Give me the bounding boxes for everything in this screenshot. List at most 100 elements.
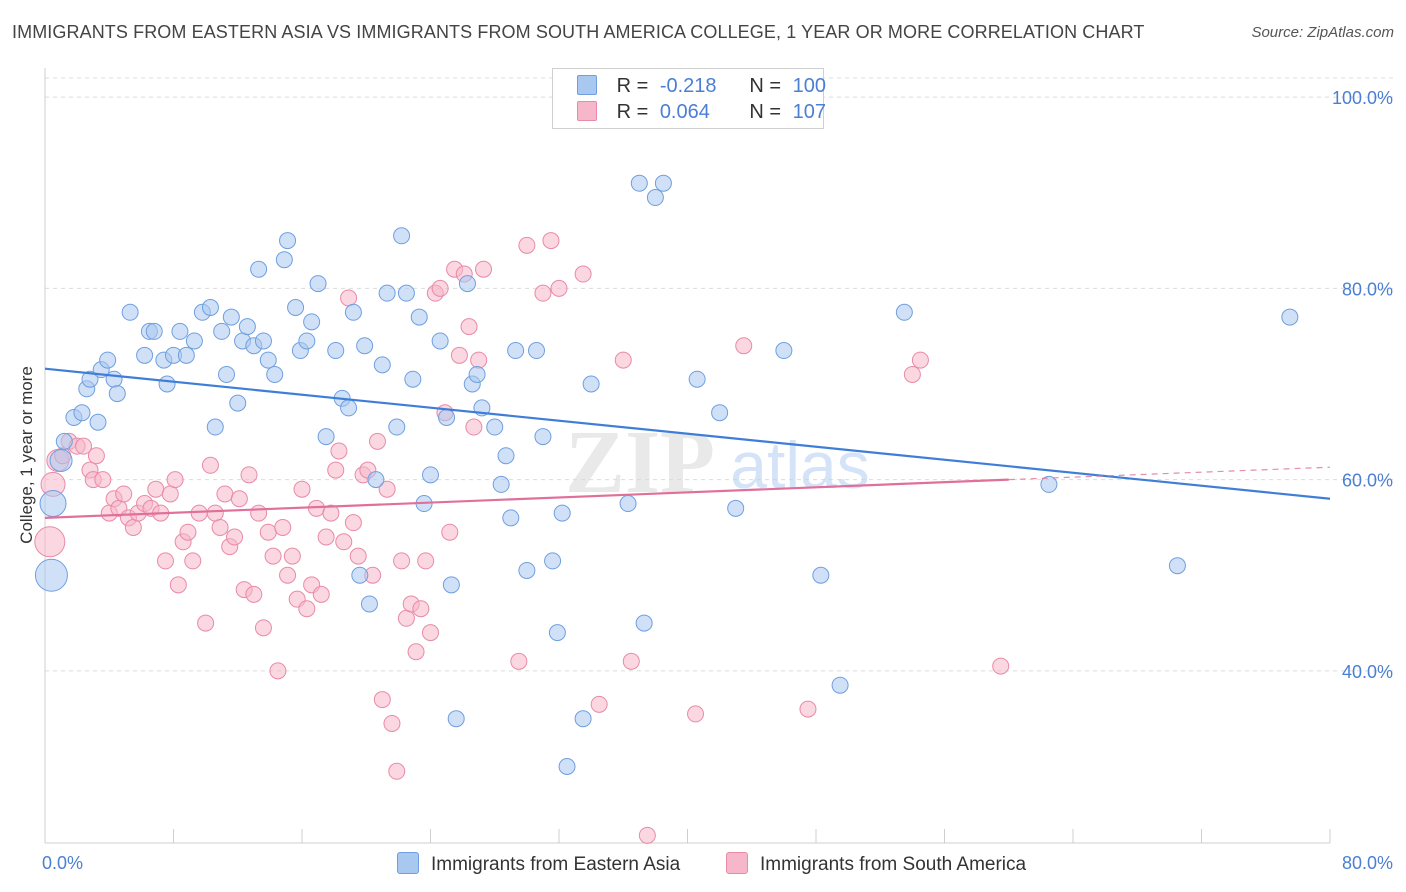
series-south-america-points <box>34 232 1010 844</box>
point-eastern-asia <box>831 676 849 694</box>
point-south-america <box>903 365 921 383</box>
trend-line-south-america-extension <box>1008 466 1331 481</box>
point-eastern-asia <box>688 370 706 388</box>
point-south-america <box>388 762 406 780</box>
point-south-america <box>169 576 187 594</box>
point-south-america <box>161 485 179 503</box>
point-eastern-asia <box>582 375 600 393</box>
point-south-america <box>115 485 133 503</box>
point-eastern-asia <box>558 758 576 775</box>
point-south-america <box>441 523 459 541</box>
y-tick-label: 60.0% <box>1342 471 1393 491</box>
legend-r-label: R = <box>616 75 649 97</box>
point-south-america <box>475 260 493 278</box>
point-eastern-asia <box>544 552 562 570</box>
point-eastern-asia <box>548 624 566 642</box>
point-eastern-asia <box>250 260 268 278</box>
axes <box>44 68 1331 844</box>
point-eastern-asia <box>303 313 321 331</box>
point-south-america <box>322 504 340 522</box>
point-eastern-asia <box>367 471 385 489</box>
point-eastern-asia <box>812 566 830 584</box>
point-eastern-asia <box>73 404 91 422</box>
chart-title: IMMIGRANTS FROM EASTERN ASIA VS IMMIGRAN… <box>12 22 1145 42</box>
legend-row-eastern-asia: R = -0.218 N = 100 <box>577 75 826 99</box>
legend-r-value-a: -0.218 <box>659 75 717 97</box>
point-eastern-asia <box>238 318 256 336</box>
point-south-america <box>911 351 929 369</box>
point-eastern-asia <box>442 576 460 594</box>
point-south-america <box>240 466 258 484</box>
point-eastern-asia <box>121 303 139 321</box>
x-tick-label-min: 0.0% <box>42 853 83 873</box>
point-south-america <box>550 279 568 297</box>
point-south-america <box>638 826 656 844</box>
legend-n-value-b: 107 <box>792 101 826 123</box>
legend-swatch-blue <box>577 75 597 95</box>
point-eastern-asia <box>275 251 293 269</box>
point-south-america <box>518 236 536 254</box>
point-south-america <box>542 232 560 250</box>
point-eastern-asia <box>553 504 571 522</box>
point-south-america <box>614 351 632 369</box>
point-eastern-asia <box>229 394 247 412</box>
point-eastern-asia <box>177 346 195 364</box>
point-eastern-asia <box>528 342 546 360</box>
point-eastern-asia <box>711 404 729 422</box>
point-south-america <box>422 624 439 642</box>
point-south-america <box>368 432 386 450</box>
point-eastern-asia <box>410 308 428 326</box>
point-eastern-asia <box>727 499 745 517</box>
legend-row-south-america: R = 0.064 N = 107 <box>577 101 826 125</box>
legend-r-label: R = <box>616 101 649 123</box>
bottom-legend-swatch-pink <box>726 852 748 874</box>
point-eastern-asia <box>259 351 277 369</box>
point-south-america <box>264 547 282 565</box>
point-eastern-asia <box>254 332 272 350</box>
point-eastern-asia <box>492 475 510 493</box>
point-eastern-asia <box>201 299 219 316</box>
point-eastern-asia <box>635 614 653 632</box>
legend-box: R = -0.218 N = 100 R = 0.064 N = 107 <box>552 68 826 129</box>
bottom-legend-south-america: Immigrants from South America <box>726 852 1026 876</box>
point-eastern-asia <box>171 322 189 340</box>
point-south-america <box>250 504 268 522</box>
point-south-america <box>87 447 105 465</box>
point-south-america <box>450 346 468 364</box>
point-eastern-asia <box>222 308 240 326</box>
point-south-america <box>156 552 174 570</box>
point-south-america <box>34 526 66 558</box>
point-eastern-asia <box>327 342 345 360</box>
point-south-america <box>216 485 234 503</box>
point-south-america <box>460 318 478 336</box>
point-eastern-asia <box>185 332 203 350</box>
point-eastern-asia <box>356 337 374 355</box>
point-south-america <box>279 566 297 584</box>
point-eastern-asia <box>89 413 107 431</box>
point-eastern-asia <box>775 342 793 360</box>
point-eastern-asia <box>145 322 163 340</box>
point-eastern-asia <box>340 399 358 417</box>
point-south-america <box>992 657 1010 675</box>
point-south-america <box>465 418 483 436</box>
point-eastern-asia <box>507 342 525 360</box>
legend-swatch-pink <box>577 101 597 121</box>
point-eastern-asia <box>422 466 439 484</box>
point-south-america <box>735 337 753 355</box>
point-south-america <box>510 652 528 670</box>
point-eastern-asia <box>468 365 486 383</box>
point-south-america <box>226 528 244 546</box>
point-south-america <box>197 614 215 632</box>
point-south-america <box>349 547 367 565</box>
point-south-america <box>799 700 817 718</box>
point-eastern-asia <box>34 558 68 592</box>
point-south-america <box>590 695 608 713</box>
point-eastern-asia <box>105 370 123 388</box>
point-eastern-asia <box>438 408 456 426</box>
point-eastern-asia <box>81 370 99 388</box>
point-eastern-asia <box>55 432 73 450</box>
point-eastern-asia <box>351 566 369 584</box>
point-south-america <box>335 533 353 551</box>
point-south-america <box>344 514 362 532</box>
point-south-america <box>330 442 348 460</box>
